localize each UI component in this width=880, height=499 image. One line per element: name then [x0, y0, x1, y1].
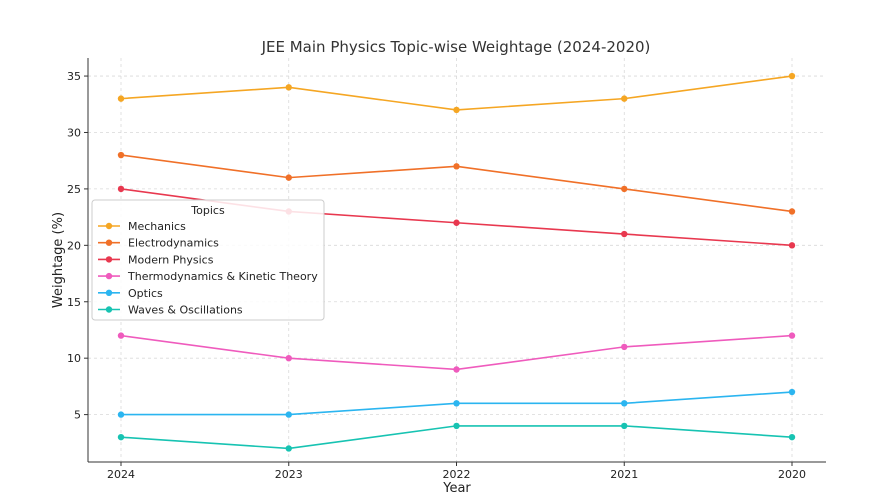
legend-label: Modern Physics: [128, 253, 214, 266]
legend: Topics Mechanics Electrodynamics Modern Ph…: [91, 199, 325, 321]
legend-marker: [105, 256, 113, 263]
data-point-optics: [453, 400, 460, 407]
data-point-mechanics: [117, 95, 125, 102]
legend-label: Optics: [128, 287, 163, 300]
series-layer: [117, 72, 796, 452]
data-point-electrodynamics: [285, 174, 292, 181]
legend-label: Mechanics: [128, 220, 186, 233]
data-point-optics: [285, 411, 292, 418]
data-point-modern-physics: [788, 242, 796, 249]
y-axis-label: Weightage (%): [51, 212, 66, 308]
legend-title: Topics: [190, 204, 225, 217]
y-tick-label: 30: [67, 126, 81, 139]
legend-box: [91, 199, 325, 321]
data-point-thermodynamics-kinetic-theory: [285, 354, 292, 362]
data-point-waves-oscillations: [621, 422, 628, 430]
legend-marker: [105, 289, 113, 296]
data-point-thermodynamics-kinetic-theory: [117, 332, 125, 339]
data-point-waves-oscillations: [117, 433, 125, 441]
data-point-mechanics: [285, 84, 292, 91]
data-point-waves-oscillations: [453, 422, 460, 430]
data-point-modern-physics: [453, 219, 460, 226]
legend-marker: [105, 222, 113, 230]
y-tick-label: 25: [67, 183, 81, 196]
series-line-mechanics: [120, 75, 793, 111]
x-tick-label: 2024: [107, 468, 135, 481]
y-tick-label: 15: [67, 296, 81, 309]
data-point-electrodynamics: [117, 151, 125, 159]
y-tick-label: 5: [74, 409, 81, 422]
x-axis-ticks: 2024 2023 2022 2021 2020: [107, 462, 806, 481]
data-point-optics: [117, 411, 125, 418]
legend-marker: [105, 272, 113, 280]
data-point-waves-oscillations: [788, 433, 796, 441]
data-point-mechanics: [621, 95, 628, 102]
chart-title: JEE Main Physics Topic-wise Weightage (2…: [261, 38, 651, 56]
legend-marker: [105, 306, 113, 313]
legend-label: Thermodynamics & Kinetic Theory: [127, 270, 318, 283]
data-point-mechanics: [788, 72, 796, 80]
data-point-thermodynamics-kinetic-theory: [788, 332, 796, 339]
y-tick-label: 20: [67, 239, 81, 252]
legend-label: Electrodynamics: [128, 237, 219, 250]
data-point-mechanics: [453, 106, 460, 114]
y-tick-label: 35: [67, 70, 81, 83]
y-tick-label: 10: [67, 352, 81, 365]
x-tick-label: 2020: [778, 468, 806, 481]
data-point-waves-oscillations: [285, 445, 292, 452]
data-point-modern-physics: [621, 230, 628, 238]
legend-marker: [105, 239, 113, 246]
data-point-optics: [621, 400, 628, 407]
x-tick-label: 2021: [610, 468, 638, 481]
x-tick-label: 2022: [443, 468, 471, 481]
data-point-optics: [788, 388, 796, 396]
data-point-electrodynamics: [453, 163, 460, 170]
data-point-electrodynamics: [621, 185, 628, 193]
data-point-thermodynamics-kinetic-theory: [621, 343, 628, 351]
data-point-modern-physics: [117, 185, 125, 193]
y-axis-ticks: 5 10 15 20 25 30 35: [67, 70, 88, 422]
legend-items: Mechanics Electrodynamics Modern Physics Th…: [98, 220, 318, 317]
x-axis-label: Year: [442, 481, 471, 496]
data-point-electrodynamics: [788, 208, 796, 215]
x-tick-label: 2023: [275, 468, 303, 481]
legend-label: Waves & Oscillations: [128, 304, 243, 317]
data-point-thermodynamics-kinetic-theory: [453, 366, 460, 373]
